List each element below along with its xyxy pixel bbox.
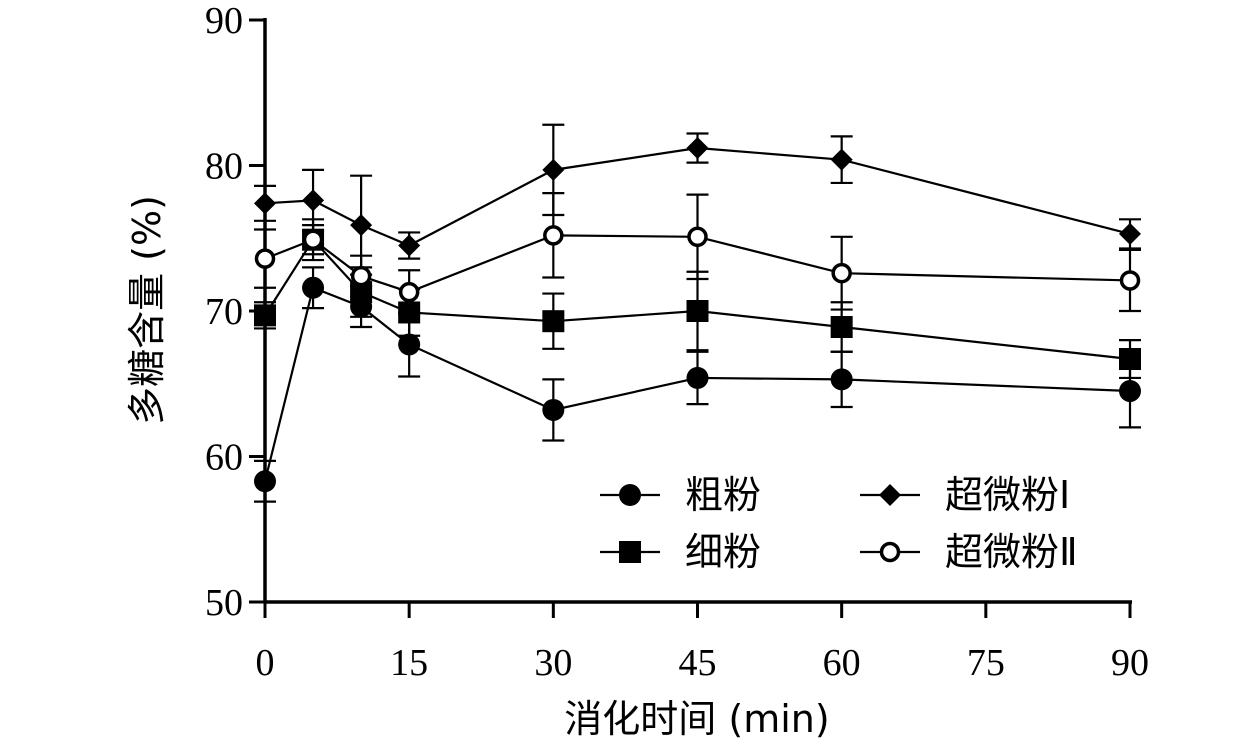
point-fine-45: [686, 300, 709, 322]
point-ultrafine-1-0: [254, 192, 276, 215]
legend-label-fine: 细粉: [685, 530, 761, 574]
point-ultrafine-2-15: [398, 281, 420, 303]
point-ultrafine-2-10: [350, 265, 372, 287]
point-fine-60: [830, 316, 853, 339]
legend-item-ultrafine-2: 超微粉Ⅱ: [860, 530, 1078, 574]
point-ultrafine-2-30: [543, 225, 564, 246]
legend-item-coarse: 粗粉: [600, 473, 761, 517]
legend-label-ultrafine-2: 超微粉Ⅱ: [945, 530, 1078, 574]
point-coarse-60: [830, 368, 853, 391]
x-tick-label-90: 90: [1111, 642, 1149, 684]
y-axis-title: 多糖含量 (%): [125, 195, 169, 425]
point-fine-30: [542, 310, 565, 333]
x-ticks: 0 15 30 45 60 75 90: [256, 602, 1149, 684]
point-ultrafine-1-10: [350, 214, 373, 237]
point-ultrafine-2-90: [1119, 270, 1141, 291]
x-axis-title: 消化时间 (min): [564, 697, 829, 741]
legend-marker-ultrafine-2: [879, 541, 901, 563]
point-fine-90: [1119, 348, 1141, 371]
point-coarse-15: [398, 333, 421, 356]
x-tick-label-75: 75: [967, 642, 1005, 684]
legend-label-coarse: 粗粉: [685, 473, 761, 517]
legend-marker-fine: [619, 541, 641, 563]
y-tick-label-90: 90: [205, 0, 243, 42]
point-ultrafine-2-0: [254, 248, 276, 269]
legend-marker-coarse: [619, 484, 641, 506]
point-fine-0: [254, 304, 276, 327]
point-ultrafine-1-90: [1119, 222, 1141, 245]
point-coarse-5: [302, 276, 325, 299]
legend-item-ultrafine-1: 超微粉Ⅰ: [860, 473, 1070, 517]
series-ultrafine-2: [254, 192, 1141, 316]
x-tick-label-0: 0: [256, 642, 275, 684]
legend-label-ultrafine-1: 超微粉Ⅰ: [945, 473, 1070, 517]
y-ticks: 50 60 70 80 90: [205, 0, 265, 624]
point-ultrafine-1-15: [398, 234, 421, 257]
legend-item-fine: 细粉: [600, 530, 761, 574]
series-line-ultrafine-1: [264, 146, 1131, 247]
point-ultrafine-2-5: [302, 229, 324, 250]
x-tick-label-60: 60: [823, 642, 861, 684]
y-tick-label-50: 50: [205, 582, 243, 624]
point-coarse-90: [1119, 380, 1141, 403]
point-ultrafine-1-60: [830, 148, 853, 171]
point-ultrafine-2-60: [831, 262, 852, 284]
point-ultrafine-1-5: [302, 189, 325, 212]
point-ultrafine-2-45: [687, 226, 708, 248]
point-coarse-0: [254, 470, 276, 493]
x-tick-label-30: 30: [534, 642, 572, 684]
plot-area: [254, 123, 1141, 503]
point-coarse-45: [686, 366, 709, 389]
legend-marker-ultrafine-1: [879, 484, 901, 506]
point-coarse-30: [542, 398, 565, 421]
point-ultrafine-1-30: [542, 158, 565, 181]
y-tick-label-70: 70: [205, 291, 243, 333]
x-tick-label-15: 15: [390, 642, 428, 684]
y-tick-label-80: 80: [205, 146, 243, 188]
x-tick-label-45: 45: [679, 642, 717, 684]
point-ultrafine-1-45: [686, 137, 709, 160]
y-tick-label-60: 60: [205, 437, 243, 479]
